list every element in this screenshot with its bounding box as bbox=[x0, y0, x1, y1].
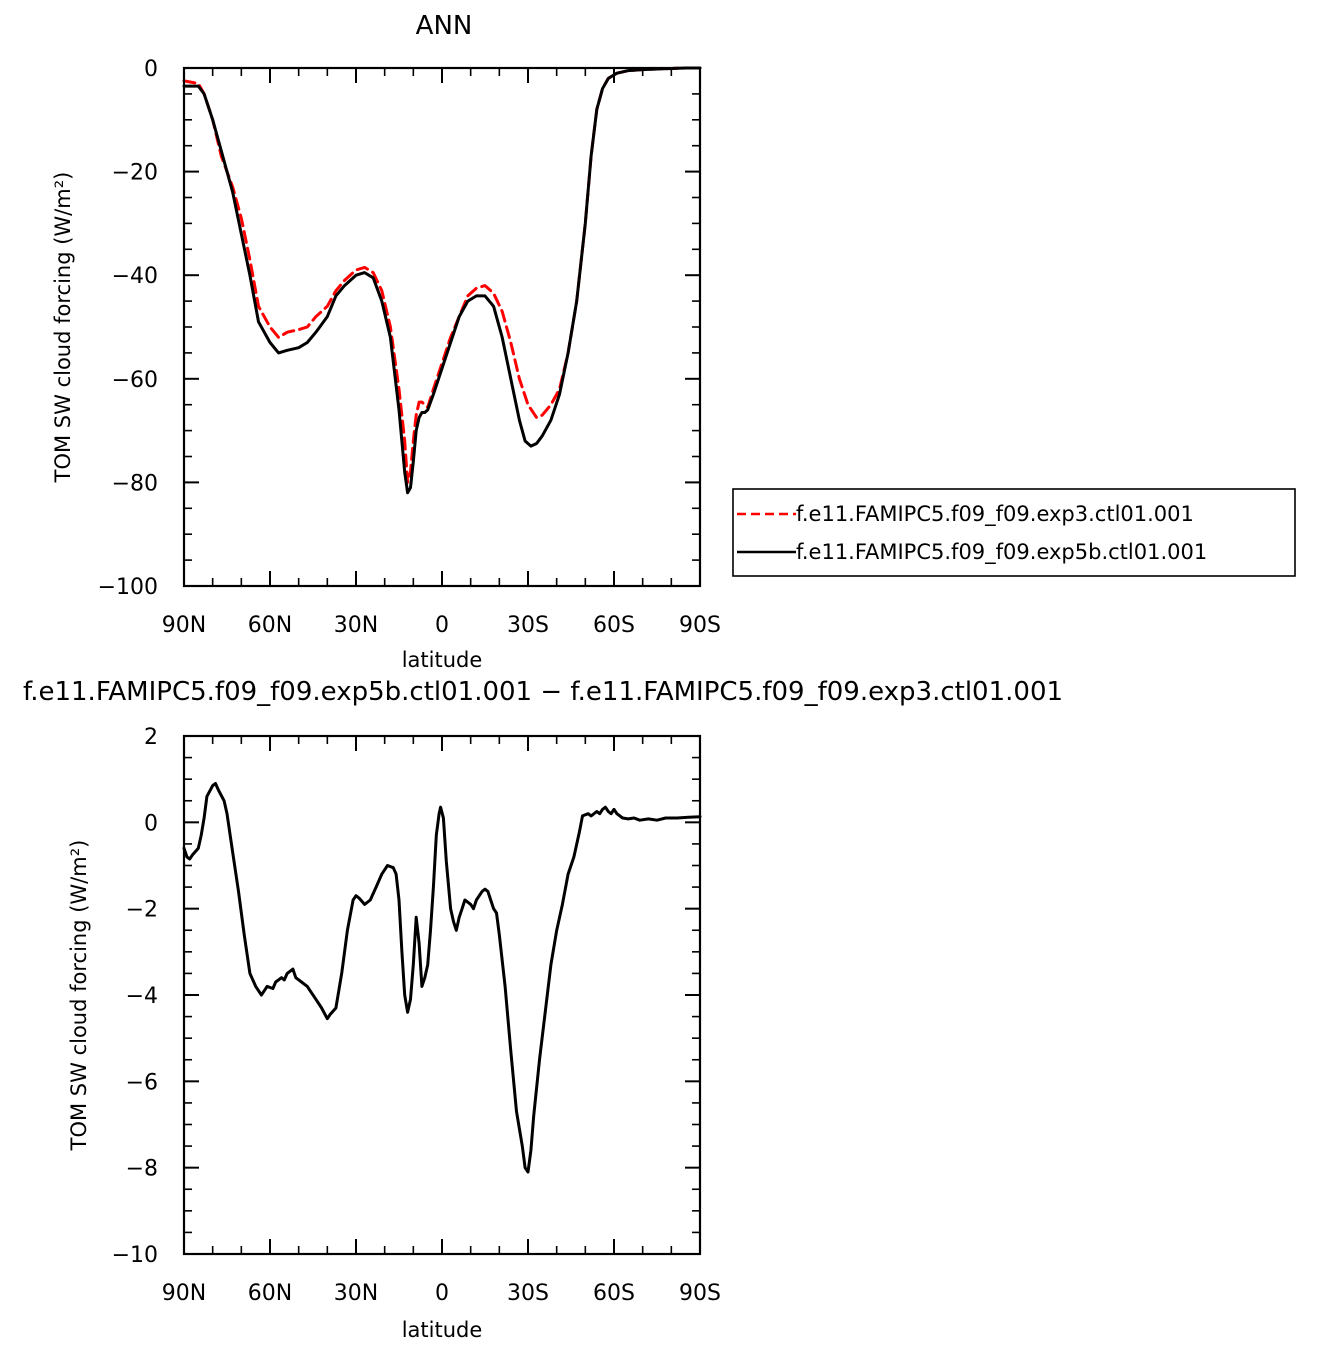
top-panel: ANN 90N 60N 30N 0 30S 60S 90S 0 −20 −40 −60 −80 −100… bbox=[51, 11, 1296, 672]
top-x-tick-label: 30S bbox=[507, 613, 549, 638]
top-y-tick-label: −100 bbox=[98, 575, 158, 600]
top-y-tick-label: −80 bbox=[112, 471, 158, 496]
top-chart-title: ANN bbox=[416, 11, 473, 41]
top-y-tick-label: −20 bbox=[112, 161, 158, 186]
bot-y-tick-label: −8 bbox=[126, 1157, 158, 1182]
top-series-line-0 bbox=[182, 66, 702, 484]
bot-y-tick-label: −2 bbox=[126, 898, 158, 923]
bot-y-tick-label: 0 bbox=[144, 811, 158, 836]
top-x-axis-label: latitude bbox=[402, 648, 483, 672]
top-x-tick-label: 60S bbox=[593, 613, 635, 638]
legend-box bbox=[732, 488, 1296, 577]
top-x-tick-label: 90N bbox=[162, 613, 206, 638]
bot-x-tick-label: 60N bbox=[248, 1281, 292, 1306]
bot-x-tick-label: 30S bbox=[507, 1281, 549, 1306]
top-series-line-1 bbox=[182, 66, 702, 495]
bottom-panel: f.e11.FAMIPC5.f09_f09.exp5b.ctl01.001 − … bbox=[23, 677, 1063, 1342]
legend-label-exp5b: f.e11.FAMIPC5.f09_f09.exp5b.ctl01.001 bbox=[796, 540, 1207, 565]
top-x-tick-label: 60N bbox=[248, 613, 292, 638]
bot-y-tick-label: 2 bbox=[144, 725, 158, 750]
bot-y-tick-label: −10 bbox=[112, 1243, 158, 1268]
bottom-x-axis-label: latitude bbox=[402, 1318, 483, 1342]
top-x-tick-label: 30N bbox=[334, 613, 378, 638]
top-y-axis-label: TOM SW cloud forcing (W/m²) bbox=[51, 172, 75, 484]
bot-series-line-0 bbox=[182, 782, 702, 1174]
top-x-tick-label: 90S bbox=[679, 613, 721, 638]
bot-x-tick-label: 90N bbox=[162, 1281, 206, 1306]
bottom-y-axis-label: TOM SW cloud forcing (W/m²) bbox=[67, 840, 91, 1152]
bottom-chart-title: f.e11.FAMIPC5.f09_f09.exp5b.ctl01.001 − … bbox=[23, 677, 1063, 707]
bot-y-tick-label: −6 bbox=[126, 1070, 158, 1095]
bot-x-tick-label: 30N bbox=[334, 1281, 378, 1306]
top-y-tick-label: −60 bbox=[112, 368, 158, 393]
top-x-tick-label: 0 bbox=[435, 613, 449, 638]
bot-x-tick-label: 0 bbox=[435, 1281, 449, 1306]
bot-y-tick-label: −4 bbox=[126, 984, 158, 1009]
top-y-tick-label: 0 bbox=[144, 57, 158, 82]
bot-x-tick-label: 90S bbox=[679, 1281, 721, 1306]
bot-x-tick-label: 60S bbox=[593, 1281, 635, 1306]
legend: f.e11.FAMIPC5.f09_f09.exp3.ctl01.001 f.e… bbox=[732, 488, 1296, 577]
legend-label-exp3: f.e11.FAMIPC5.f09_f09.exp3.ctl01.001 bbox=[796, 502, 1194, 527]
top-y-tick-label: −40 bbox=[112, 264, 158, 289]
